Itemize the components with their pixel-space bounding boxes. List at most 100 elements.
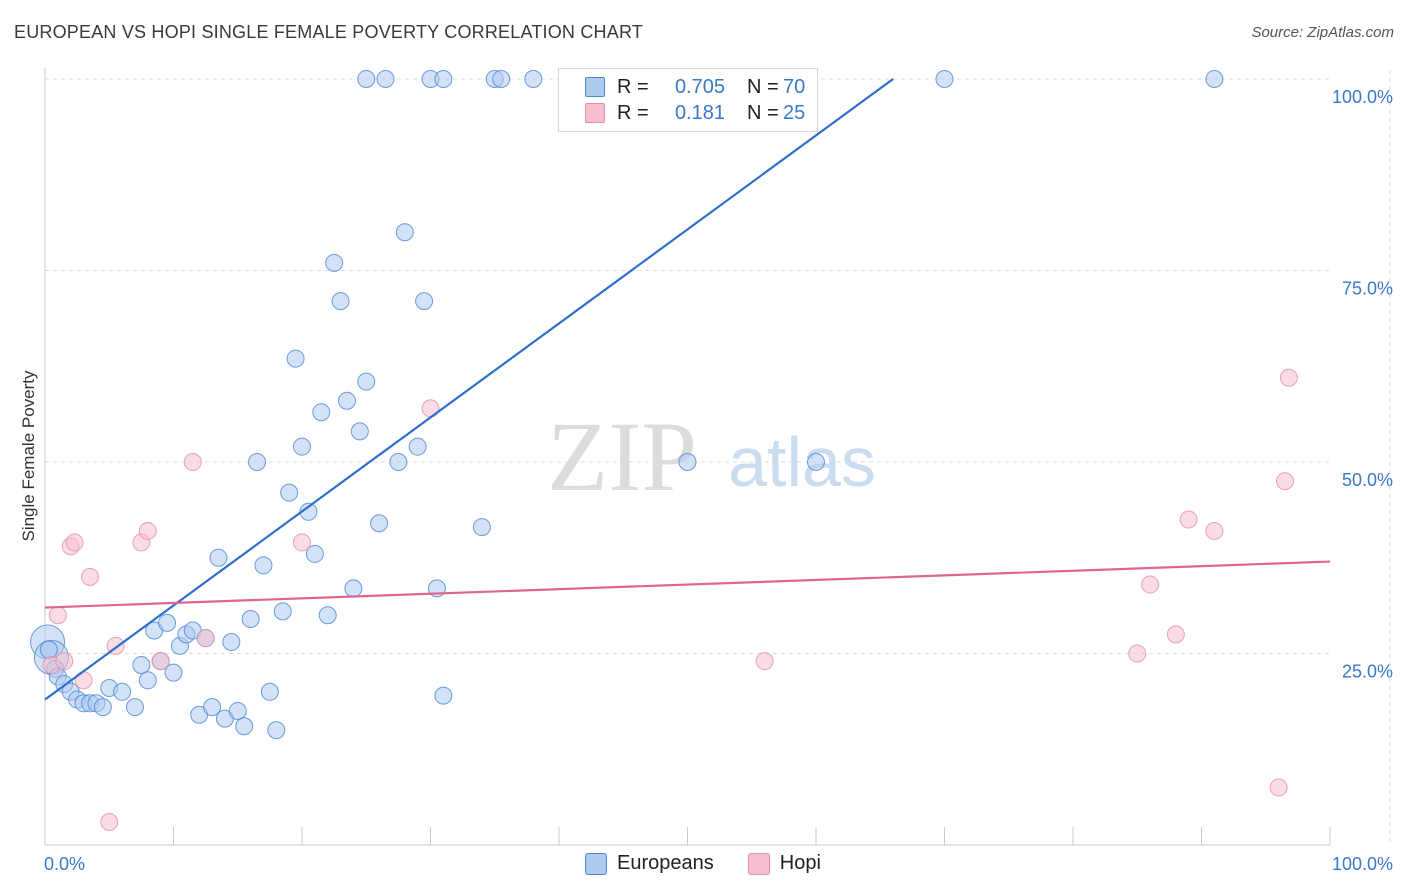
y-tick-label: 25.0% xyxy=(1342,662,1393,682)
hopi-point xyxy=(65,533,84,552)
hopi-point xyxy=(1279,368,1298,387)
europeans-point xyxy=(389,453,408,471)
legend-item-europeans[interactable]: Europeans xyxy=(585,852,714,875)
hopi-point xyxy=(1179,510,1198,529)
europeans-point xyxy=(357,70,376,88)
europeans-legend-label: Europeans xyxy=(617,852,714,874)
europeans-point xyxy=(472,518,491,537)
europeans-point xyxy=(254,556,273,575)
hopi-point xyxy=(293,533,311,552)
europeans-point xyxy=(138,671,157,690)
legend-item-hopi[interactable]: Hopi xyxy=(747,852,821,875)
r-value: 0.181 xyxy=(674,101,725,124)
europeans-point xyxy=(807,453,825,471)
hopi-point xyxy=(1269,778,1288,797)
europeans-point xyxy=(524,70,543,88)
europeans-point xyxy=(408,437,427,456)
legend-row-hopi: R = 0.181 N = 25 xyxy=(585,100,805,126)
europeans-point xyxy=(267,721,286,740)
europeans-swatch xyxy=(585,77,605,97)
europeans-point xyxy=(344,579,363,598)
europeans-point xyxy=(286,349,305,368)
europeans-point xyxy=(1205,70,1224,88)
hopi-point xyxy=(151,652,170,671)
europeans-point xyxy=(125,698,144,717)
europeans-point xyxy=(318,606,337,625)
europeans-trend-line xyxy=(44,78,894,701)
tick-labels: 100.0% 75.0% 50.0% 25.0% 0.0% 100.0% xyxy=(44,87,1393,874)
x-tick-label: 0.0% xyxy=(44,854,85,874)
europeans-point xyxy=(357,372,376,391)
europeans-point xyxy=(305,544,324,563)
europeans-point xyxy=(935,70,954,88)
europeans-point xyxy=(492,70,511,88)
legend-row-europeans: R = 0.705 N = 70 xyxy=(585,74,805,100)
europeans-point xyxy=(39,640,58,659)
hopi-trend-line xyxy=(44,560,1331,609)
r-value: 0.705 xyxy=(674,75,725,98)
hopi-point xyxy=(1128,644,1147,663)
hopi-point xyxy=(196,629,215,648)
r-label: R = xyxy=(617,101,649,124)
europeans-point xyxy=(678,453,697,471)
hopi-point xyxy=(1141,575,1160,594)
europeans-point xyxy=(222,633,241,652)
europeans-point xyxy=(260,682,279,701)
n-label: N = xyxy=(747,75,779,98)
hopi-legend-label: Hopi xyxy=(779,852,821,874)
n-value: 25 xyxy=(783,101,806,124)
hopi-swatch xyxy=(585,103,605,123)
europeans-point xyxy=(337,391,356,410)
europeans-point xyxy=(158,613,177,632)
europeans-point xyxy=(434,686,453,705)
hopi-point xyxy=(1166,625,1185,644)
europeans-point xyxy=(203,698,222,717)
r-label: R = xyxy=(617,75,649,98)
europeans-point xyxy=(312,403,331,422)
watermark-zip: ZIP xyxy=(547,401,697,512)
europeans-point xyxy=(350,422,369,441)
hopi-point xyxy=(100,813,119,832)
n-value: 70 xyxy=(783,75,806,98)
europeans-point xyxy=(434,70,453,88)
stats-legend: R = 0.705 N = 70 R = 0.181 N = 25 xyxy=(558,68,818,132)
europeans-point xyxy=(325,253,344,272)
europeans-point xyxy=(209,548,228,567)
europeans-point xyxy=(293,437,311,456)
axes xyxy=(44,68,1331,846)
trend-lines xyxy=(44,78,1331,701)
europeans-point xyxy=(241,610,260,629)
hopi-point xyxy=(48,606,67,625)
europeans-point xyxy=(164,663,183,682)
europeans-point xyxy=(132,655,151,674)
watermark-atlas: atlas xyxy=(728,423,876,501)
hopi-point xyxy=(1276,472,1295,491)
europeans-point xyxy=(228,701,247,720)
europeans-point xyxy=(415,292,434,311)
y-tick-label: 75.0% xyxy=(1342,279,1393,299)
europeans-point xyxy=(235,717,254,736)
n-label: N = xyxy=(747,101,779,124)
hopi-point xyxy=(80,567,99,586)
x-tick-label: 100.0% xyxy=(1332,854,1393,874)
europeans-point xyxy=(93,698,112,717)
europeans-point xyxy=(395,223,414,242)
y-tick-label: 50.0% xyxy=(1342,470,1393,490)
source-label: Source: ZipAtlas.com xyxy=(1251,24,1394,41)
y-axis-label: Single Female Poverty xyxy=(19,370,38,542)
europeans-point xyxy=(331,292,350,311)
series-legend: Europeans Hopi xyxy=(0,852,1406,875)
europeans-point xyxy=(273,602,292,621)
europeans-point xyxy=(113,682,132,701)
hopi-point xyxy=(1205,521,1224,540)
hopi-point xyxy=(183,453,202,471)
europeans-point xyxy=(248,453,267,471)
hopi-legend-swatch xyxy=(747,852,770,875)
y-tick-label: 100.0% xyxy=(1332,87,1393,107)
watermark: ZIP atlas xyxy=(547,401,876,512)
europeans-legend-swatch xyxy=(585,852,608,875)
hopi-point xyxy=(755,652,774,671)
hopi-point xyxy=(55,652,74,671)
hopi-point xyxy=(138,521,157,540)
